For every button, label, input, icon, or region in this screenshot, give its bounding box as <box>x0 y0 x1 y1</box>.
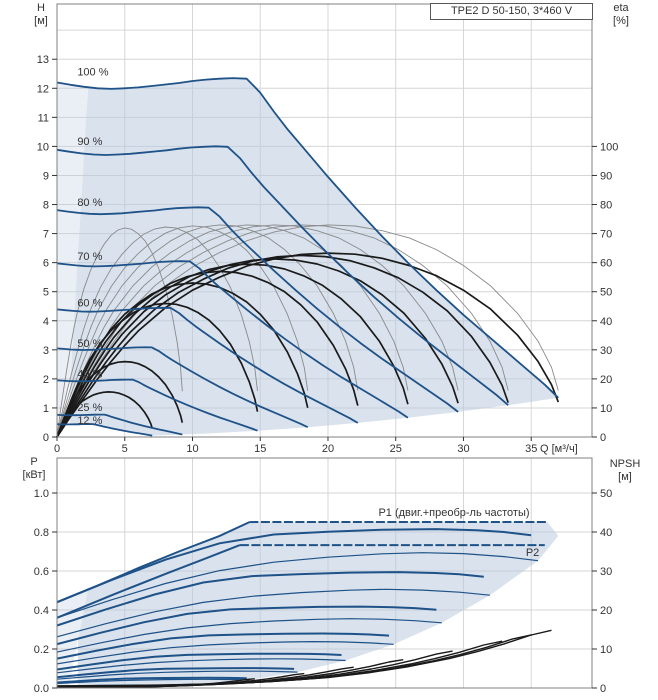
npsh-axis-title: NPSH [м] <box>609 458 641 483</box>
speed-label: 50 % <box>77 338 102 350</box>
q-tick-label: 5 <box>122 443 128 455</box>
bottom-chart-frame <box>56 457 593 689</box>
eta-tick-label: 100 <box>600 141 618 153</box>
h-tick-label: 1 <box>43 403 49 415</box>
eta-total-curve-70 <box>56 263 409 438</box>
h-tick-label: 8 <box>43 200 49 212</box>
npsh-tick-label: 50 <box>600 488 612 500</box>
pump-type-label: TPE2 D 50-150, 3*460 V <box>430 3 593 20</box>
q-tick-label: 0 <box>54 443 60 455</box>
qh-curve-50% <box>56 346 309 429</box>
p1-curve-label: P1 (двиг.+преобр-ль частоты) <box>378 507 529 519</box>
speed-label: 80 % <box>77 197 102 209</box>
p-tick-label: 0.2 <box>34 644 49 656</box>
qh-curve-90% <box>56 145 509 406</box>
h-tick-label: 5 <box>43 287 49 299</box>
qh-curve-100% <box>56 77 559 399</box>
q-axis-unit-label: Q [м³/ч] <box>540 443 578 455</box>
p1-curve-60 <box>56 652 342 671</box>
eta-tick-label: 30 <box>600 345 612 357</box>
eta-total-curve-80 <box>56 258 459 438</box>
eta-tick-label: 20 <box>600 374 612 386</box>
qh-curve-40% <box>56 378 258 432</box>
npsh-tick-label: 0 <box>600 683 606 695</box>
speed-label: 40 % <box>77 369 102 381</box>
h-tick-label: 13 <box>37 54 49 66</box>
p-tick-label: 0.4 <box>34 605 49 617</box>
eta-tick-label: 10 <box>600 403 612 415</box>
eta-total-curve-40 <box>56 302 259 438</box>
eta-tick-label: 90 <box>600 170 612 182</box>
p1-curve-90 <box>56 571 484 627</box>
p1-curve-50 <box>56 667 295 679</box>
h-tick-label: 9 <box>43 170 49 182</box>
eta-tick-label: 60 <box>600 258 612 270</box>
p1-curve-40 <box>56 676 247 684</box>
qh-curve-70% <box>56 260 409 419</box>
p2-curve-70 <box>56 640 394 665</box>
h-tick-label: 11 <box>38 112 49 124</box>
q-tick-label: 35 <box>525 443 537 455</box>
h-tick-label: 7 <box>43 229 49 241</box>
npsh-tick-label: 20 <box>600 605 612 617</box>
eta-total-curve-50 <box>56 282 309 438</box>
control-range-fill <box>57 82 88 425</box>
h-tick-label: 12 <box>37 83 49 95</box>
eta-tick-label: 0 <box>600 432 606 444</box>
top-chart-frame <box>56 3 593 438</box>
p1-curve-70 <box>56 632 390 660</box>
q-tick-label: 20 <box>322 443 334 455</box>
q-tick-label: 30 <box>457 443 469 455</box>
p2-curve-60 <box>56 658 346 674</box>
p-tick-label: 1.0 <box>34 488 49 500</box>
q-tick-label: 15 <box>254 443 266 455</box>
p2-curve-50 <box>56 670 298 680</box>
p-tick-label: 0.6 <box>34 566 49 578</box>
p1-curve-100 <box>56 528 532 604</box>
eta-total-curve-25 <box>56 360 184 438</box>
eta-pump-curve-60 <box>56 224 359 438</box>
eta-tick-label: 70 <box>600 229 612 241</box>
speed-label: 100 % <box>77 66 108 78</box>
qh-curve-60% <box>56 306 359 424</box>
p2-max-line-rise <box>56 544 241 619</box>
qh-curve-25% <box>56 413 183 436</box>
q-tick-label: 10 <box>186 443 198 455</box>
p-tick-label: 0.8 <box>34 527 49 539</box>
p2-curve-40 <box>56 678 250 685</box>
npsh-tick-label: 40 <box>600 527 612 539</box>
eta-axis-title: eta [%] <box>613 2 629 27</box>
h-tick-label: 6 <box>43 258 49 270</box>
p2-curve-label: P2 <box>526 547 539 559</box>
h-tick-label: 10 <box>37 141 49 153</box>
speed-label: 25 % <box>77 402 102 414</box>
eta-total-curve-60 <box>56 270 359 438</box>
p-tick-label: 0.0 <box>34 683 49 695</box>
npsh-tick-label: 10 <box>600 644 612 656</box>
eta-total-curve-19 <box>56 391 154 438</box>
qh-curve-80% <box>56 206 459 413</box>
speed-label: 60 % <box>77 297 102 309</box>
h-tick-label: 2 <box>43 374 49 386</box>
p2-curve-100 <box>56 552 539 619</box>
p2-curve-80 <box>56 618 442 653</box>
p-axis-title: P [кВт] <box>22 456 46 481</box>
h-tick-label: 0 <box>43 432 49 444</box>
p2-curve-90 <box>56 588 490 638</box>
eta-tick-label: 50 <box>600 287 612 299</box>
speed-label: 90 % <box>77 136 102 148</box>
eta-tick-label: 40 <box>600 316 612 328</box>
npsh-tick-label: 30 <box>600 566 612 578</box>
speed-label: 12 % <box>77 415 102 427</box>
p1-curve-80 <box>56 605 437 646</box>
h-axis-title: H [м] <box>34 2 48 27</box>
qh-curve-12% <box>56 423 153 437</box>
h-tick-label: 4 <box>43 316 49 328</box>
speed-label: 70 % <box>77 251 102 263</box>
eta-tick-label: 80 <box>600 200 612 212</box>
q-tick-label: 25 <box>390 443 402 455</box>
h-tick-label: 3 <box>43 345 49 357</box>
